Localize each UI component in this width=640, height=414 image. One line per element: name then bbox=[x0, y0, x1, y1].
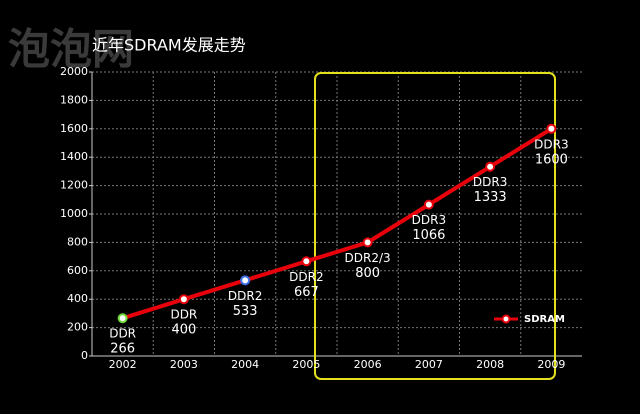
marker bbox=[362, 237, 373, 248]
value-label: 800 bbox=[355, 266, 380, 281]
annotation: DDR3 bbox=[534, 137, 568, 151]
annotation: DDR3 bbox=[473, 175, 507, 189]
y-tick-label: 0 bbox=[81, 349, 88, 362]
x-tick-label: 2009 bbox=[537, 358, 565, 371]
highlight-box bbox=[314, 72, 556, 380]
marker bbox=[423, 199, 434, 210]
x-tick-label: 2002 bbox=[109, 358, 137, 371]
y-tick-label: 1400 bbox=[60, 150, 88, 163]
line bbox=[122, 127, 553, 321]
annotation: DDR bbox=[109, 327, 136, 341]
chart-title: 近年SDRAM发展走势 bbox=[92, 36, 246, 55]
value-label: 667 bbox=[294, 285, 319, 300]
marker bbox=[485, 161, 496, 172]
annotation: DDR2 bbox=[289, 270, 323, 284]
x-tick-label: 2004 bbox=[231, 358, 259, 371]
annotation: DDR2/3 bbox=[345, 251, 391, 265]
x-tick-label: 2005 bbox=[292, 358, 320, 371]
y-tick-label: 1800 bbox=[60, 93, 88, 106]
value-label: 533 bbox=[233, 304, 258, 319]
value-label: 1600 bbox=[535, 152, 568, 167]
marker bbox=[546, 123, 557, 134]
annotation: DDR bbox=[170, 308, 197, 322]
x-tick-label: 2007 bbox=[415, 358, 443, 371]
x-tick-label: 2003 bbox=[170, 358, 198, 371]
y-tick-label: 200 bbox=[67, 321, 88, 334]
y-tick-label: 400 bbox=[67, 292, 88, 305]
x-tick-label: 2008 bbox=[476, 358, 504, 371]
annotation: DDR2 bbox=[228, 289, 262, 303]
y-tick-label: 1000 bbox=[60, 207, 88, 220]
value-label: 266 bbox=[110, 342, 135, 357]
legend-label: SDRAM bbox=[524, 314, 565, 325]
value-label: 400 bbox=[171, 323, 196, 338]
y-tick-label: 1600 bbox=[60, 122, 88, 135]
y-tick-label: 800 bbox=[67, 235, 88, 248]
value-label: 1066 bbox=[412, 228, 445, 243]
y-tick-label: 2000 bbox=[60, 65, 88, 78]
x-tick-label: 2006 bbox=[354, 358, 382, 371]
value-label: 1333 bbox=[474, 190, 507, 205]
y-tick-label: 1200 bbox=[60, 179, 88, 192]
marker bbox=[178, 294, 189, 305]
y-tick-label: 600 bbox=[67, 264, 88, 277]
marker bbox=[240, 275, 251, 286]
legend-marker bbox=[501, 314, 511, 324]
marker bbox=[117, 313, 128, 324]
marker bbox=[301, 256, 312, 267]
annotation: DDR3 bbox=[412, 213, 446, 227]
watermark: 泡泡网 bbox=[8, 25, 134, 74]
